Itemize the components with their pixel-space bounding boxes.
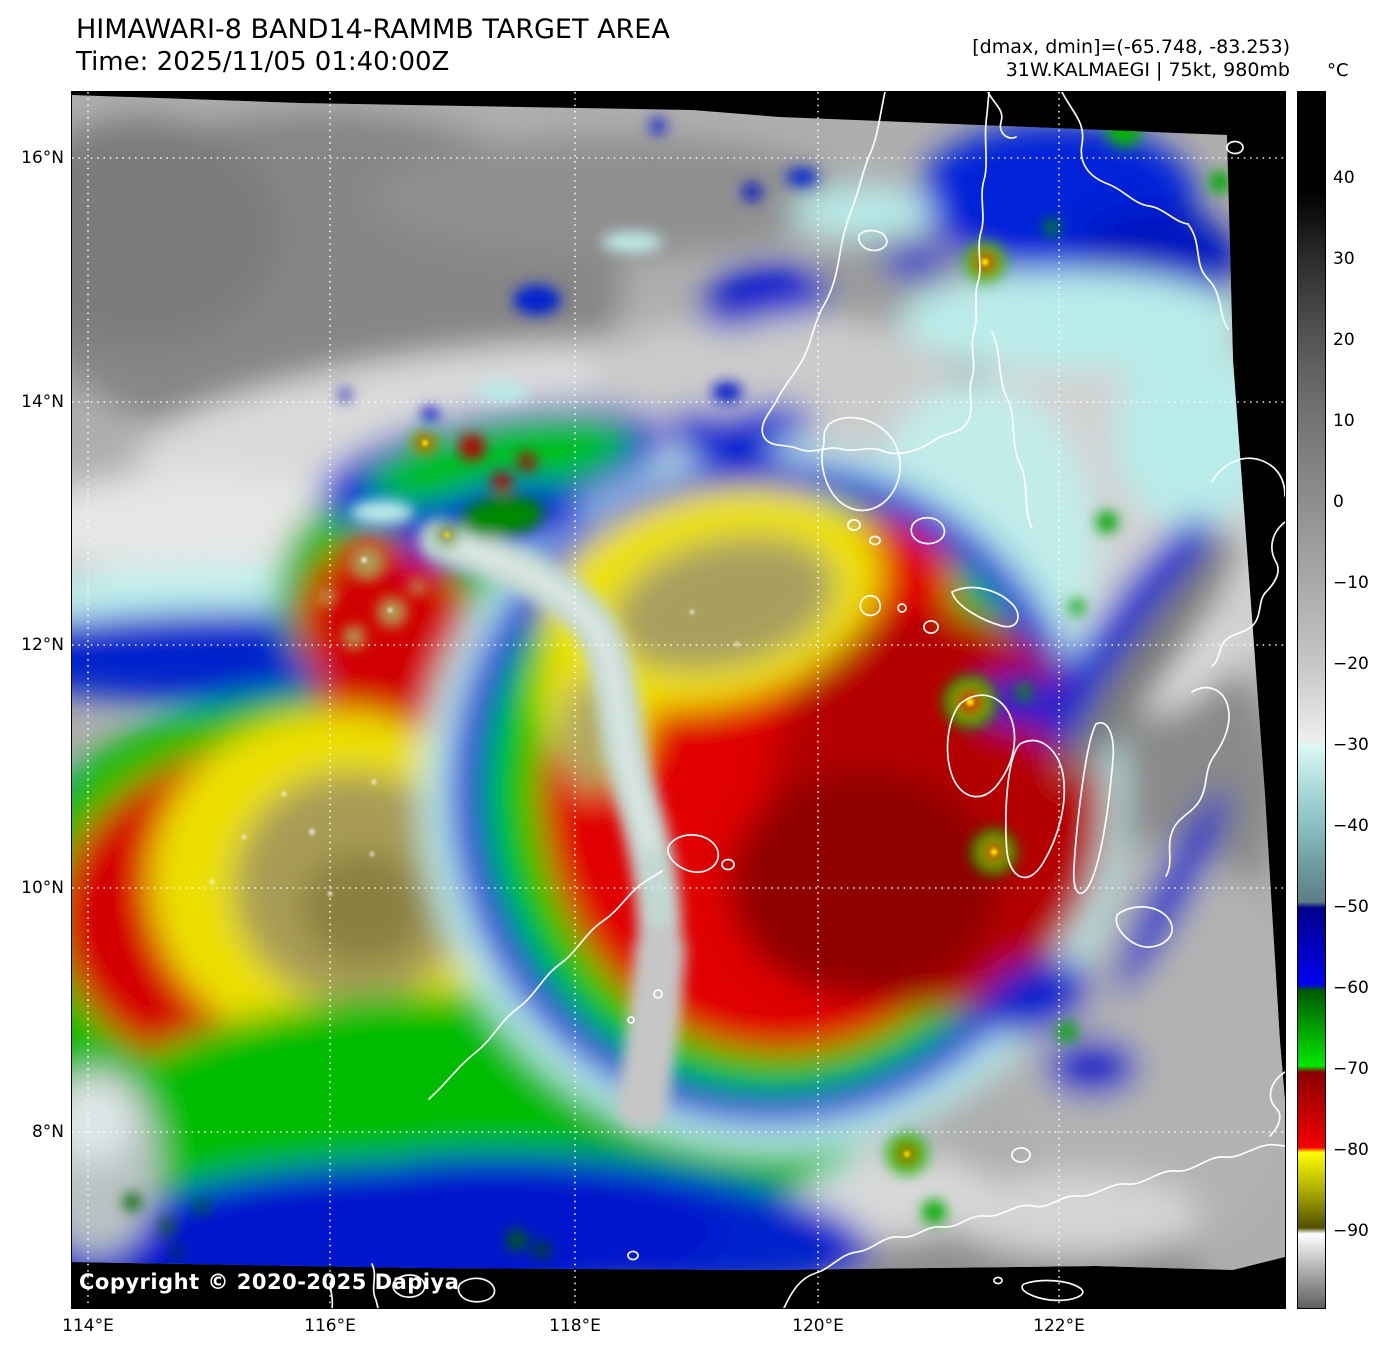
overshooting-tops bbox=[210, 258, 998, 1157]
colorbar-tick: 40 bbox=[1333, 168, 1355, 188]
title-block: HIMAWARI-8 BAND14-RAMMB TARGET AREA Time… bbox=[76, 14, 670, 79]
colorbar-tick: −20 bbox=[1333, 654, 1369, 674]
graticule-gridlines bbox=[72, 92, 1285, 1308]
colorbar-tick: −90 bbox=[1333, 1221, 1369, 1241]
y-axis-label: 8°N bbox=[31, 1122, 64, 1142]
colorbar-tick: −60 bbox=[1333, 978, 1369, 998]
colorbar-tick: −70 bbox=[1333, 1059, 1369, 1079]
satellite-map-panel: Copyright © 2020-2025 Dapiya bbox=[71, 91, 1286, 1309]
y-axis-label: 14°N bbox=[21, 392, 64, 412]
cloud-field-large bbox=[72, 112, 1285, 1270]
timestamp: Time: 2025/11/05 01:40:00Z bbox=[76, 46, 450, 77]
y-axis-label: 12°N bbox=[21, 635, 64, 655]
satellite-imagery bbox=[72, 92, 1285, 1308]
page-title: HIMAWARI-8 BAND14-RAMMB TARGET AREA bbox=[76, 14, 670, 45]
x-axis-label: 122°E bbox=[1033, 1316, 1085, 1336]
header-right: [dmax, dmin]=(-65.748, -83.253) 31W.KALM… bbox=[972, 36, 1290, 82]
colorbar-tick: 0 bbox=[1333, 492, 1344, 512]
colorbar-tick: 10 bbox=[1333, 411, 1355, 431]
dmax-dmin-readout: [dmax, dmin]=(-65.748, -83.253) bbox=[972, 36, 1290, 58]
colorbar-tick: −40 bbox=[1333, 816, 1369, 836]
colorbar-tick: 30 bbox=[1333, 249, 1355, 269]
x-axis-label: 116°E bbox=[304, 1316, 356, 1336]
x-axis-label: 118°E bbox=[549, 1316, 601, 1336]
colorbar-tick: −50 bbox=[1333, 897, 1369, 917]
x-axis-label: 114°E bbox=[62, 1316, 114, 1336]
colorbar-unit-label: °C bbox=[1327, 60, 1349, 81]
coastlines bbox=[329, 92, 1285, 1308]
colorbar-tick: 20 bbox=[1333, 330, 1355, 350]
scan-area bbox=[72, 95, 1285, 1270]
storm-info: 31W.KALMAEGI | 75kt, 980mb bbox=[1005, 58, 1290, 81]
y-axis-label: 16°N bbox=[21, 148, 64, 168]
copyright-notice: Copyright © 2020-2025 Dapiya bbox=[79, 1270, 460, 1294]
colorbar-tick: −80 bbox=[1333, 1140, 1369, 1160]
colorbar-tick: −30 bbox=[1333, 735, 1369, 755]
x-axis-label: 120°E bbox=[792, 1316, 844, 1336]
temperature-colorbar bbox=[1297, 91, 1326, 1309]
y-axis-label: 10°N bbox=[21, 878, 64, 898]
colorbar-tick: −10 bbox=[1333, 573, 1369, 593]
